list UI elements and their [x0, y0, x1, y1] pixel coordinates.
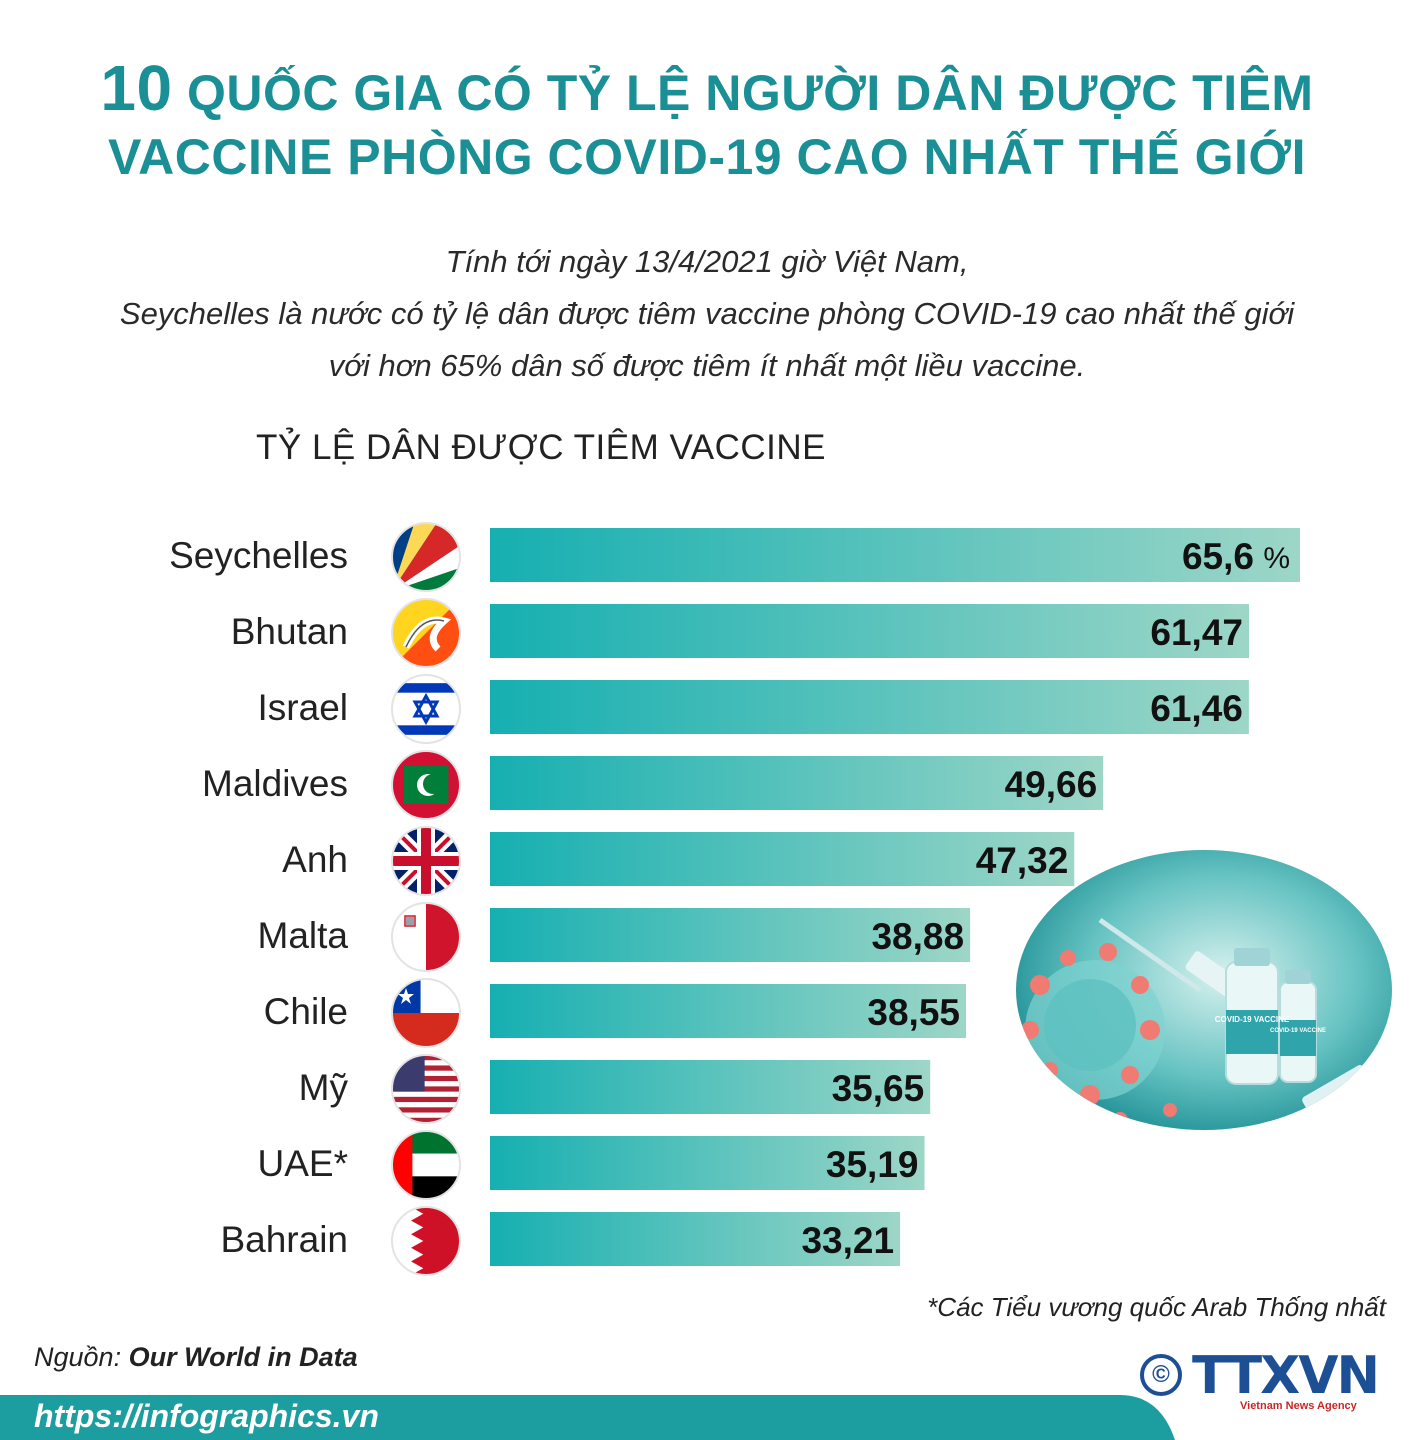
category-label: Anh [282, 839, 348, 880]
value-label: 65,6 [1182, 536, 1254, 577]
value-label: 47,32 [976, 840, 1069, 881]
bar [490, 680, 1249, 734]
subtitle-line-1: Tính tới ngày 13/4/2021 giờ Việt Nam, [445, 244, 969, 279]
website-link[interactable]: https://infographics.vn [34, 1398, 379, 1434]
flag-bahrain-icon [391, 1206, 461, 1276]
category-label: UAE* [258, 1143, 348, 1184]
vaccine-vials-icon: COVID-19 VACCINE COVID-19 VACCINE [1016, 850, 1392, 1130]
category-label: Maldives [202, 763, 348, 804]
bar-row: Seychelles % 65,6 [169, 522, 1300, 592]
value-label: 33,21 [801, 1220, 894, 1261]
category-label: Seychelles [169, 535, 348, 576]
bar-row: Chile 38,55 [264, 978, 966, 1048]
subtitle: Tính tới ngày 13/4/2021 giờ Việt Nam, Se… [0, 236, 1414, 392]
flag-israel-icon [391, 674, 461, 744]
category-label: Malta [258, 915, 349, 956]
bar-row: Mỹ 35,65 [299, 1054, 931, 1124]
copyright-icon: © [1140, 1354, 1182, 1396]
bar [490, 1136, 925, 1190]
logo-text: TTXVN [1192, 1346, 1380, 1406]
flag-seychelles-icon [391, 522, 461, 592]
title-line-2: VACCINE PHÒNG COVID-19 CAO NHẤT THẾ GIỚI [108, 129, 1306, 185]
flag-uk-icon [391, 826, 461, 896]
bar [490, 908, 971, 962]
source: Nguồn: Our World in Data [34, 1342, 358, 1373]
value-label: 35,65 [832, 1068, 925, 1109]
flag-uae-icon [391, 1130, 461, 1200]
value-label: 35,19 [826, 1144, 919, 1185]
value-label: 61,47 [1150, 612, 1243, 653]
bar-row: Anh 47,32 [282, 826, 1075, 896]
bar-row: Israel 61,46 [258, 674, 1249, 744]
bar-row: Bhutan 61,47 [231, 598, 1250, 668]
flag-maldives-icon [391, 750, 461, 820]
flag-malta-icon [391, 902, 461, 972]
vial-label-1: COVID-19 VACCINE [1215, 1015, 1290, 1024]
category-label: Mỹ [299, 1067, 349, 1108]
value-label: 61,46 [1150, 688, 1243, 729]
bar [490, 832, 1075, 886]
value-label: 38,88 [871, 916, 964, 957]
subtitle-line-2: Seychelles là nước có tỷ lệ dân được tiê… [119, 296, 1295, 331]
category-label: Israel [258, 687, 348, 728]
title-line-1: QUỐC GIA CÓ TỶ LỆ NGƯỜI DÂN ĐƯỢC TIÊM [187, 65, 1314, 121]
bar-row: Malta 38,88 [258, 902, 971, 972]
value-label: 49,66 [1005, 764, 1098, 805]
bar [490, 1212, 901, 1266]
ttxvn-logo: © TTXVN Vietnam News Agency [1140, 1346, 1390, 1412]
bar [490, 756, 1104, 810]
flag-usa-icon [391, 1054, 461, 1124]
category-label: Chile [264, 991, 348, 1032]
chart-title: TỶ LỆ DÂN ĐƯỢC TIÊM VACCINE [256, 428, 826, 467]
flag-chile-icon [391, 978, 461, 1048]
category-label: Bahrain [220, 1219, 348, 1260]
flag-bhutan-icon [391, 598, 461, 668]
bar [490, 984, 966, 1038]
logo-subtext: Vietnam News Agency [1240, 1400, 1357, 1412]
bar [490, 604, 1250, 658]
source-name: Our World in Data [128, 1342, 358, 1372]
footer-band [0, 1395, 1175, 1440]
title-number: 10 [100, 52, 173, 124]
vial-label-2: COVID-19 VACCINE [1270, 1028, 1326, 1034]
footnote: *Các Tiểu vương quốc Arab Thống nhất [927, 1292, 1386, 1322]
bar-row: Bahrain 33,21 [220, 1206, 901, 1276]
source-prefix: Nguồn: [34, 1342, 122, 1372]
subtitle-line-3: với hơn 65% dân số được tiêm ít nhất một… [328, 348, 1086, 383]
page-title: 10 QUỐC GIA CÓ TỶ LỆ NGƯỜI DÂN ĐƯỢC TIÊM… [0, 56, 1414, 189]
bar [490, 1060, 931, 1114]
unit-label: % [1263, 542, 1290, 575]
bar-row: Maldives 49,66 [202, 750, 1104, 820]
value-label: 38,55 [867, 992, 960, 1033]
bar-row: UAE* 35,19 [258, 1130, 925, 1200]
bar [490, 528, 1300, 582]
category-label: Bhutan [231, 611, 348, 652]
